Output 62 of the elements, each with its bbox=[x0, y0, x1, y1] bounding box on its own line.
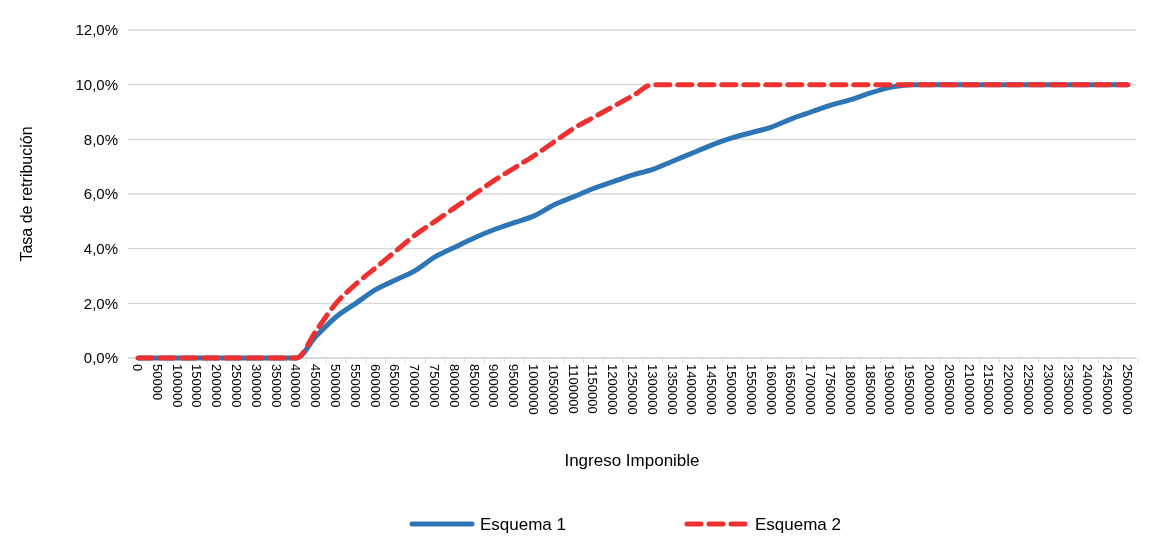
x-tick-label: 700000 bbox=[407, 364, 423, 408]
x-tick-label: 950000 bbox=[506, 364, 522, 408]
x-tick-label: 600000 bbox=[367, 364, 383, 408]
x-tick-label: 1100000 bbox=[565, 364, 581, 414]
x-tick-label: 500000 bbox=[328, 364, 343, 408]
x-tick-label: 1850000 bbox=[862, 364, 878, 415]
x-tick-label: 2050000 bbox=[941, 364, 957, 415]
legend-label: Esquema 1 bbox=[480, 514, 566, 534]
x-tick-label: 750000 bbox=[427, 364, 442, 408]
x-tick-label: 1350000 bbox=[664, 364, 680, 415]
x-tick-label: 1800000 bbox=[842, 364, 858, 415]
x-tick-label: 850000 bbox=[466, 364, 482, 408]
y-tick-label: 8,0% bbox=[83, 130, 118, 148]
x-tick-label: 300000 bbox=[248, 364, 264, 408]
x-tick-label: 1550000 bbox=[743, 364, 759, 415]
x-tick-label: 2250000 bbox=[1021, 364, 1036, 415]
x-tick-label: 1900000 bbox=[882, 364, 898, 415]
y-tick-label: 6,0% bbox=[83, 185, 118, 203]
x-tick-label: 2100000 bbox=[961, 364, 977, 415]
x-tick-label: 350000 bbox=[268, 364, 284, 408]
x-tick-label: 50000 bbox=[149, 364, 165, 401]
x-tick-label: 1150000 bbox=[585, 364, 601, 414]
x-tick-label: 1450000 bbox=[704, 364, 720, 415]
x-tick-label: 2200000 bbox=[1001, 364, 1017, 415]
x-tick-label: 400000 bbox=[288, 364, 304, 408]
x-tick-label: 2150000 bbox=[981, 364, 997, 415]
x-tick-label: 1500000 bbox=[724, 364, 739, 415]
x-tick-label: 150000 bbox=[189, 364, 205, 408]
x-tick-label: 800000 bbox=[446, 364, 462, 408]
x-tick-label: 2450000 bbox=[1100, 364, 1116, 415]
x-tick-label: 1300000 bbox=[644, 364, 660, 415]
x-tick-label: 2350000 bbox=[1060, 364, 1076, 415]
legend-label: Esquema 2 bbox=[755, 514, 841, 534]
x-tick-label: 550000 bbox=[347, 364, 363, 408]
x-tick-label: 1000000 bbox=[526, 364, 541, 415]
y-tick-label: 4,0% bbox=[83, 239, 118, 257]
x-tick-label: 450000 bbox=[308, 364, 324, 408]
x-tick-label: 0 bbox=[130, 364, 145, 372]
x-tick-label: 2500000 bbox=[1120, 364, 1135, 415]
x-tick-label: 100000 bbox=[169, 364, 185, 408]
y-axis-title: Tasa de retribución bbox=[18, 126, 35, 262]
x-tick-label: 1750000 bbox=[823, 364, 838, 415]
x-tick-label: 200000 bbox=[209, 364, 225, 408]
x-tick-label: 1200000 bbox=[605, 364, 621, 415]
y-tick-label: 0,0% bbox=[83, 349, 118, 367]
x-tick-label: 2300000 bbox=[1040, 364, 1056, 415]
y-tick-label: 2,0% bbox=[83, 294, 118, 312]
x-tick-label: 2000000 bbox=[922, 364, 937, 415]
x-tick-label: 1700000 bbox=[803, 364, 819, 415]
x-tick-label: 2400000 bbox=[1080, 364, 1096, 415]
x-tick-label: 1250000 bbox=[625, 364, 640, 415]
x-tick-label: 250000 bbox=[229, 364, 244, 408]
x-tick-label: 900000 bbox=[486, 364, 502, 408]
y-tick-label: 12,0% bbox=[75, 21, 118, 39]
x-tick-label: 1050000 bbox=[545, 364, 561, 415]
x-tick-label: 1950000 bbox=[902, 364, 918, 415]
y-tick-label: 10,0% bbox=[75, 75, 118, 93]
x-axis-title: Ingreso Imponible bbox=[564, 451, 700, 470]
x-tick-label: 650000 bbox=[387, 364, 403, 408]
x-tick-label: 1650000 bbox=[783, 364, 799, 415]
x-tick-label: 1400000 bbox=[684, 364, 700, 415]
x-tick-label: 1600000 bbox=[763, 364, 779, 415]
